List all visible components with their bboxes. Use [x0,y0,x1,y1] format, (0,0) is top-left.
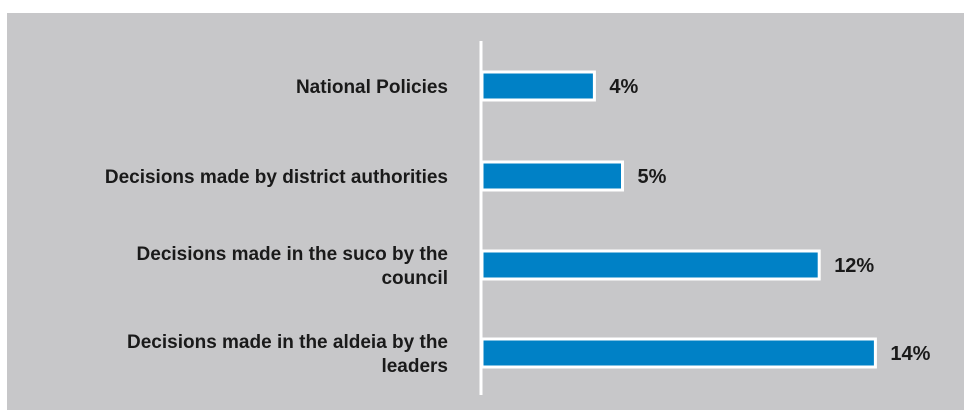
category-label-1: Decisions made by district authorities [105,167,448,188]
bars [480,70,877,369]
category-label-2-line-0: Decisions made in the suco by the [137,244,448,265]
category-label-0-line-0: National Policies [296,77,448,98]
value-label-0: 4% [609,76,638,98]
category-label-0: National Policies [296,77,448,98]
value-label-3: 14% [890,343,930,365]
value-label-2: 12% [834,255,874,277]
bar-1 [480,160,624,192]
category-label-3: Decisions made in the aldeia by the leade… [127,332,448,377]
bar-2 [480,249,821,281]
value-labels: 4% 5% 12% 14% [609,76,930,365]
category-label-1-line-0: Decisions made by district authorities [105,167,448,188]
category-label-2-line-1: council [381,268,448,289]
category-label-2: Decisions made in the suco by the council [137,244,448,289]
bar-0 [480,70,596,102]
category-label-3-line-0: Decisions made in the aldeia by the [127,332,448,353]
category-labels: National Policies Decisions made by distr… [105,77,448,377]
category-label-3-line-1: leaders [381,356,448,377]
bar-3 [480,337,877,369]
value-label-1: 5% [638,166,667,188]
